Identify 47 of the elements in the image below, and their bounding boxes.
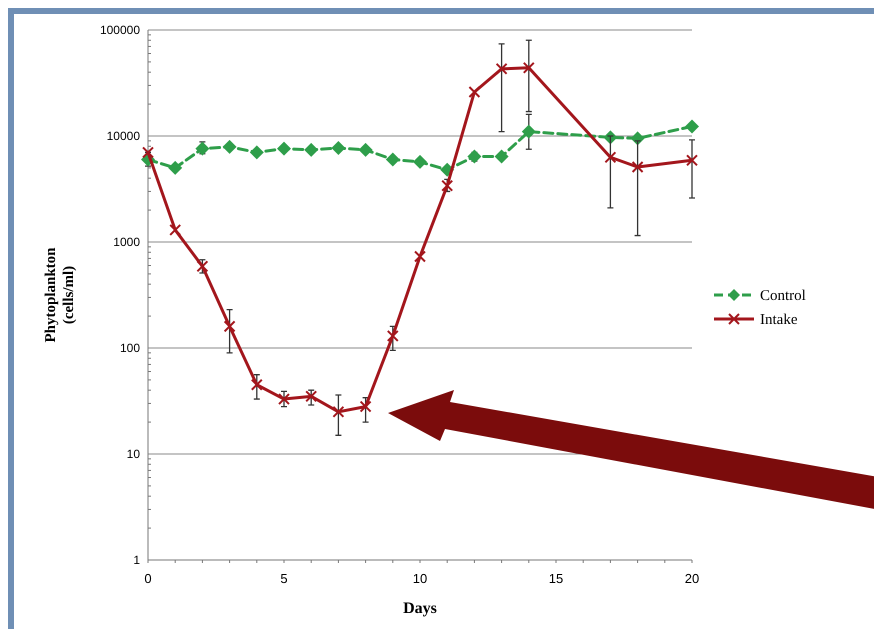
point [278, 393, 290, 406]
legend-label: Control [760, 288, 806, 304]
point [686, 154, 698, 166]
point [413, 154, 427, 169]
point [332, 406, 344, 418]
point [386, 330, 399, 342]
point [224, 320, 236, 332]
point [250, 378, 263, 391]
x-tick-label: 5 [280, 571, 288, 586]
point [494, 150, 509, 164]
x-tick-label: 10 [412, 571, 428, 586]
point [358, 142, 373, 157]
point [386, 152, 400, 167]
y-tick-label: 1000 [113, 235, 140, 249]
point [142, 146, 154, 158]
point [250, 145, 264, 160]
x-tick-label: 0 [144, 571, 152, 586]
y-axis-title: Phytoplankton (cells/ml) [43, 246, 77, 343]
point [414, 250, 426, 262]
y-tick-label: 10 [126, 447, 140, 461]
point [522, 124, 536, 139]
point [604, 151, 616, 164]
point [468, 86, 480, 98]
point [467, 150, 482, 164]
point [522, 62, 535, 74]
point [496, 62, 508, 75]
y-tick-label: 10000 [106, 129, 140, 143]
point [195, 142, 210, 156]
legend-label: Intake [760, 312, 798, 328]
point [360, 400, 372, 413]
point [222, 140, 237, 154]
point [331, 141, 346, 156]
point [441, 180, 454, 192]
x-tick-label: 20 [684, 571, 700, 586]
point [632, 161, 644, 173]
point [168, 160, 182, 175]
x-tick-label: 15 [548, 571, 564, 586]
point [169, 224, 182, 236]
point [305, 390, 318, 402]
x-axis-title: Days [403, 600, 437, 617]
point [277, 142, 291, 156]
point [196, 260, 208, 272]
y-tick-label: 1 [133, 553, 140, 567]
point [685, 119, 699, 134]
point [304, 142, 318, 157]
y-tick-label: 100000 [100, 23, 140, 37]
y-tick-label: 100 [120, 341, 140, 355]
